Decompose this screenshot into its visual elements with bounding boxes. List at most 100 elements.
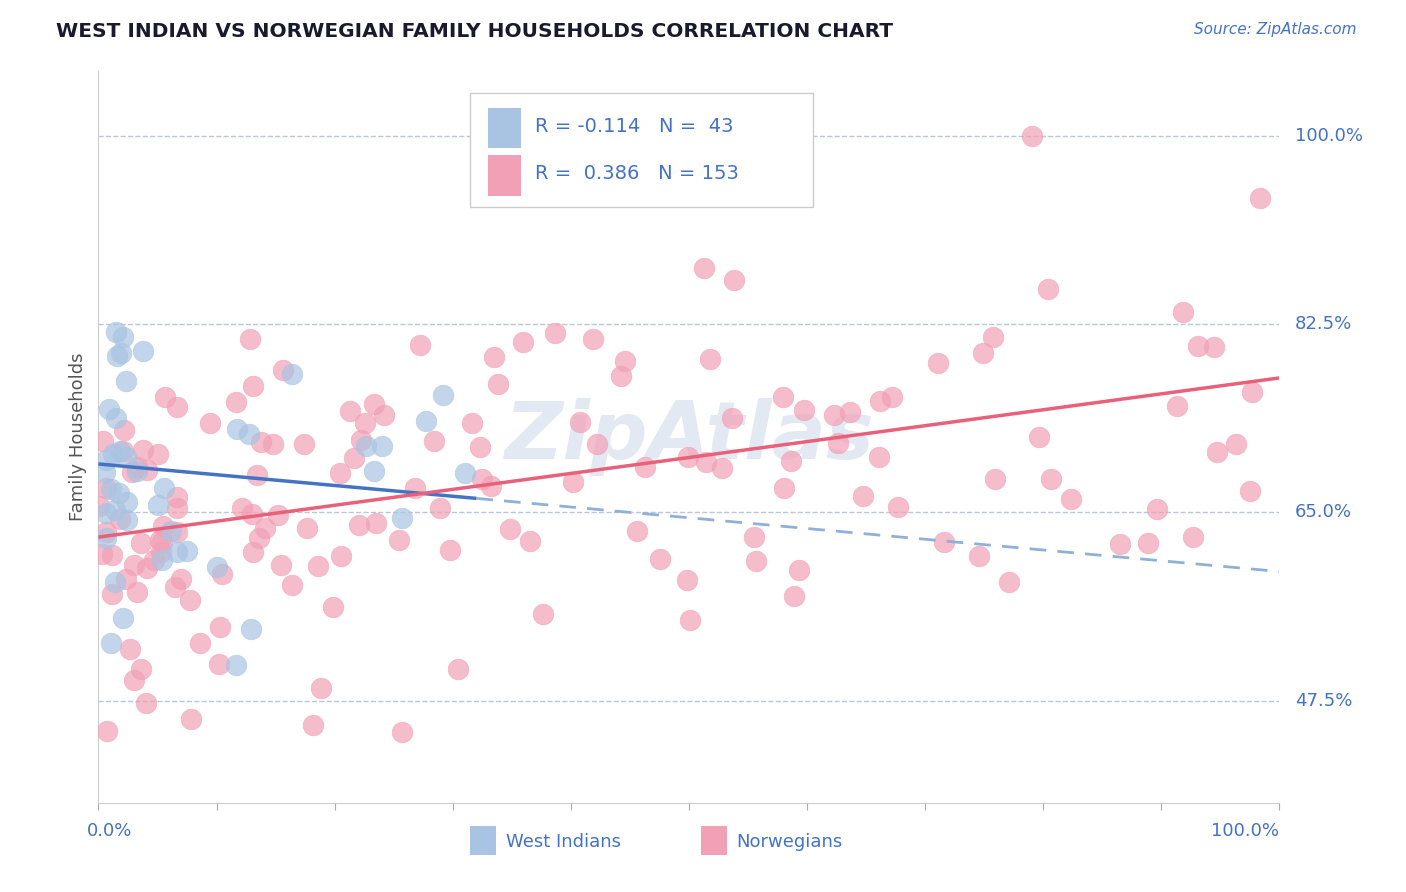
- Point: [208, 657, 231, 671]
- Point: [135, 696, 157, 710]
- Point: [676, 450, 699, 464]
- Point: [127, 585, 149, 599]
- Text: Source: ZipAtlas.com: Source: ZipAtlas.com: [1194, 22, 1357, 37]
- Point: [676, 573, 699, 587]
- Point: [124, 558, 146, 572]
- Point: [356, 439, 378, 453]
- Point: [582, 332, 605, 346]
- Point: [247, 531, 270, 545]
- Point: [793, 403, 815, 417]
- Point: [262, 437, 284, 451]
- Point: [150, 535, 173, 549]
- Point: [967, 549, 990, 564]
- Point: [610, 369, 633, 384]
- Point: [887, 500, 910, 515]
- Point: [569, 415, 592, 429]
- Point: [170, 572, 193, 586]
- Point: [110, 346, 132, 360]
- Point: [188, 636, 211, 650]
- Point: [112, 444, 135, 458]
- Point: [125, 463, 148, 477]
- Point: [1249, 191, 1271, 205]
- Point: [470, 440, 492, 454]
- Point: [1109, 537, 1132, 551]
- Point: [121, 465, 143, 479]
- Text: West Indians: West Indians: [506, 832, 621, 851]
- Point: [129, 536, 152, 550]
- Point: [108, 512, 131, 526]
- Bar: [488, 108, 522, 148]
- Point: [363, 464, 385, 478]
- Point: [432, 388, 454, 402]
- Point: [148, 447, 170, 461]
- Text: 47.5%: 47.5%: [1295, 691, 1353, 710]
- Point: [114, 572, 136, 586]
- Bar: [471, 826, 496, 855]
- Point: [100, 483, 122, 497]
- Point: [111, 611, 134, 625]
- Point: [773, 481, 796, 495]
- Point: [484, 350, 506, 364]
- Point: [150, 553, 173, 567]
- Point: [388, 533, 411, 548]
- Point: [823, 409, 845, 423]
- Point: [1239, 483, 1261, 498]
- Point: [292, 437, 315, 451]
- Point: [105, 325, 128, 339]
- Bar: [700, 826, 727, 855]
- Point: [231, 500, 253, 515]
- Point: [408, 337, 430, 351]
- Point: [1205, 445, 1227, 459]
- Point: [267, 508, 290, 522]
- Point: [366, 516, 388, 530]
- Point: [87, 500, 110, 514]
- Point: [94, 452, 117, 467]
- Point: [479, 478, 502, 492]
- Point: [165, 580, 187, 594]
- Point: [253, 521, 276, 535]
- Bar: [488, 155, 522, 195]
- Point: [166, 524, 188, 539]
- Point: [330, 549, 353, 563]
- Point: [153, 390, 176, 404]
- Point: [100, 636, 122, 650]
- Point: [1040, 472, 1063, 486]
- Point: [1038, 282, 1060, 296]
- Point: [98, 401, 121, 416]
- Point: [115, 513, 138, 527]
- Point: [90, 547, 112, 561]
- Point: [132, 443, 155, 458]
- Point: [107, 486, 129, 500]
- Point: [471, 472, 494, 486]
- Point: [972, 345, 994, 359]
- Point: [152, 481, 174, 495]
- Point: [131, 662, 153, 676]
- Point: [391, 724, 413, 739]
- Point: [180, 712, 202, 726]
- Point: [1187, 339, 1209, 353]
- Point: [105, 410, 128, 425]
- Point: [307, 558, 329, 573]
- Text: 100.0%: 100.0%: [1295, 127, 1362, 145]
- Point: [531, 607, 554, 622]
- Point: [391, 511, 413, 525]
- Point: [246, 468, 269, 483]
- Point: [302, 718, 325, 732]
- Point: [242, 379, 264, 393]
- Point: [1166, 399, 1188, 413]
- Point: [120, 642, 142, 657]
- Point: [981, 330, 1004, 344]
- Point: [281, 578, 304, 592]
- Point: [94, 465, 117, 479]
- Point: [1173, 305, 1195, 319]
- Point: [281, 368, 304, 382]
- Point: [363, 397, 385, 411]
- Point: [742, 530, 765, 544]
- Point: [114, 450, 136, 464]
- Point: [984, 472, 1007, 486]
- Point: [143, 553, 166, 567]
- Text: R = -0.114   N =  43: R = -0.114 N = 43: [536, 117, 734, 136]
- Text: 82.5%: 82.5%: [1295, 315, 1353, 333]
- Point: [780, 454, 803, 468]
- Point: [512, 335, 534, 350]
